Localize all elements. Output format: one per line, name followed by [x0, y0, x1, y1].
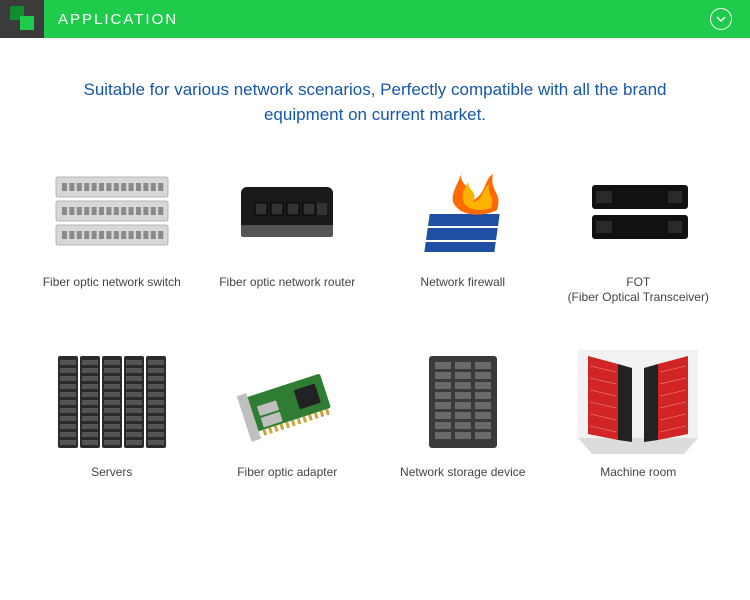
item-label: Servers [91, 465, 132, 480]
servers-icon [52, 347, 172, 457]
item-label: FOT (Fiber Optical Transceiver) [568, 275, 709, 305]
header-accent [0, 0, 44, 38]
grid-item: Fiber optic network router [204, 157, 372, 305]
room-icon [578, 347, 698, 457]
storage-icon [403, 347, 523, 457]
header-title: APPLICATION [58, 11, 178, 28]
grid-item: Machine room [555, 347, 723, 495]
firewall-icon [403, 157, 523, 267]
chevron-down-icon [710, 8, 732, 30]
grid-item: Network storage device [379, 347, 547, 495]
item-label: Network firewall [420, 275, 505, 290]
item-label: Fiber optic adapter [237, 465, 337, 480]
section-header: APPLICATION [0, 0, 750, 38]
item-label: Fiber optic network switch [43, 275, 181, 290]
grid-item: Servers [28, 347, 196, 495]
item-label: Machine room [600, 465, 676, 480]
grid-item: Fiber optic network switch [28, 157, 196, 305]
grid-item: Fiber optic adapter [204, 347, 372, 495]
switch-icon [52, 157, 172, 267]
accent-square-light [20, 16, 34, 30]
item-label: Fiber optic network router [219, 275, 355, 290]
grid-item: Network firewall [379, 157, 547, 305]
application-grid: Fiber optic network switch Fiber optic n… [0, 137, 750, 495]
tagline: Suitable for various network scenarios, … [0, 38, 750, 137]
router-icon [227, 157, 347, 267]
fot-icon [578, 157, 698, 267]
grid-item: FOT (Fiber Optical Transceiver) [555, 157, 723, 305]
item-label: Network storage device [400, 465, 525, 480]
adapter-icon [227, 347, 347, 457]
header-bar: APPLICATION [44, 0, 750, 38]
